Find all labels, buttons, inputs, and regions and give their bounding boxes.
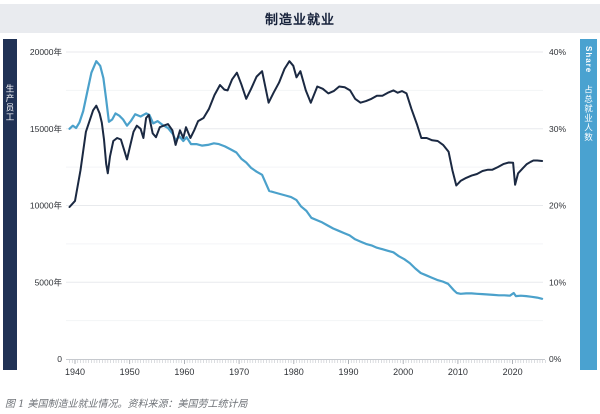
caption-text: 美国制造业就业情况。资料来源：美国劳工统计局 xyxy=(27,399,248,410)
x-tick-label: 2000 xyxy=(393,367,413,377)
x-tick-label: 1980 xyxy=(284,367,304,377)
figure-number: 图 1 xyxy=(5,399,25,410)
x-tick-label: 1970 xyxy=(229,367,249,377)
right-tick-label: 0% xyxy=(549,354,562,364)
right-tick-label: 20% xyxy=(549,201,566,211)
left-tick-label: 15000年 xyxy=(30,124,63,134)
x-tick-label: 1940 xyxy=(65,367,85,377)
chart-title-bar: 制造业就业 xyxy=(0,4,600,33)
left-axis-label-bar: 生产员工 xyxy=(3,39,17,370)
left-tick-label: 10000年 xyxy=(30,201,63,211)
employment-line xyxy=(68,60,544,208)
left-tick-label: 5000年 xyxy=(35,277,63,287)
right-tick-label: 30% xyxy=(549,124,566,134)
x-tick-label: 1960 xyxy=(174,367,194,377)
x-tick-label: 1990 xyxy=(338,367,358,377)
left-tick-label: 0 xyxy=(57,354,62,364)
left-tick-label: 20000年 xyxy=(30,47,63,57)
right-tick-label: 40% xyxy=(549,47,566,57)
right-axis-label-en: Share xyxy=(584,46,593,74)
x-tick-label: 1950 xyxy=(120,367,140,377)
share-line xyxy=(68,60,544,300)
left-axis-label: 生产员工 xyxy=(5,84,15,122)
right-axis-label-zh: 占总就业人数 xyxy=(583,85,594,143)
chart-title: 制造业就业 xyxy=(264,12,335,27)
x-tick-label: 2020 xyxy=(503,367,523,377)
figure-caption: 图 1 美国制造业就业情况。资料来源：美国劳工统计局 xyxy=(5,395,248,410)
right-axis-label-bar: Share 占总就业人数 xyxy=(580,39,597,370)
right-tick-label: 10% xyxy=(549,277,566,287)
x-tick-label: 2010 xyxy=(448,367,468,377)
